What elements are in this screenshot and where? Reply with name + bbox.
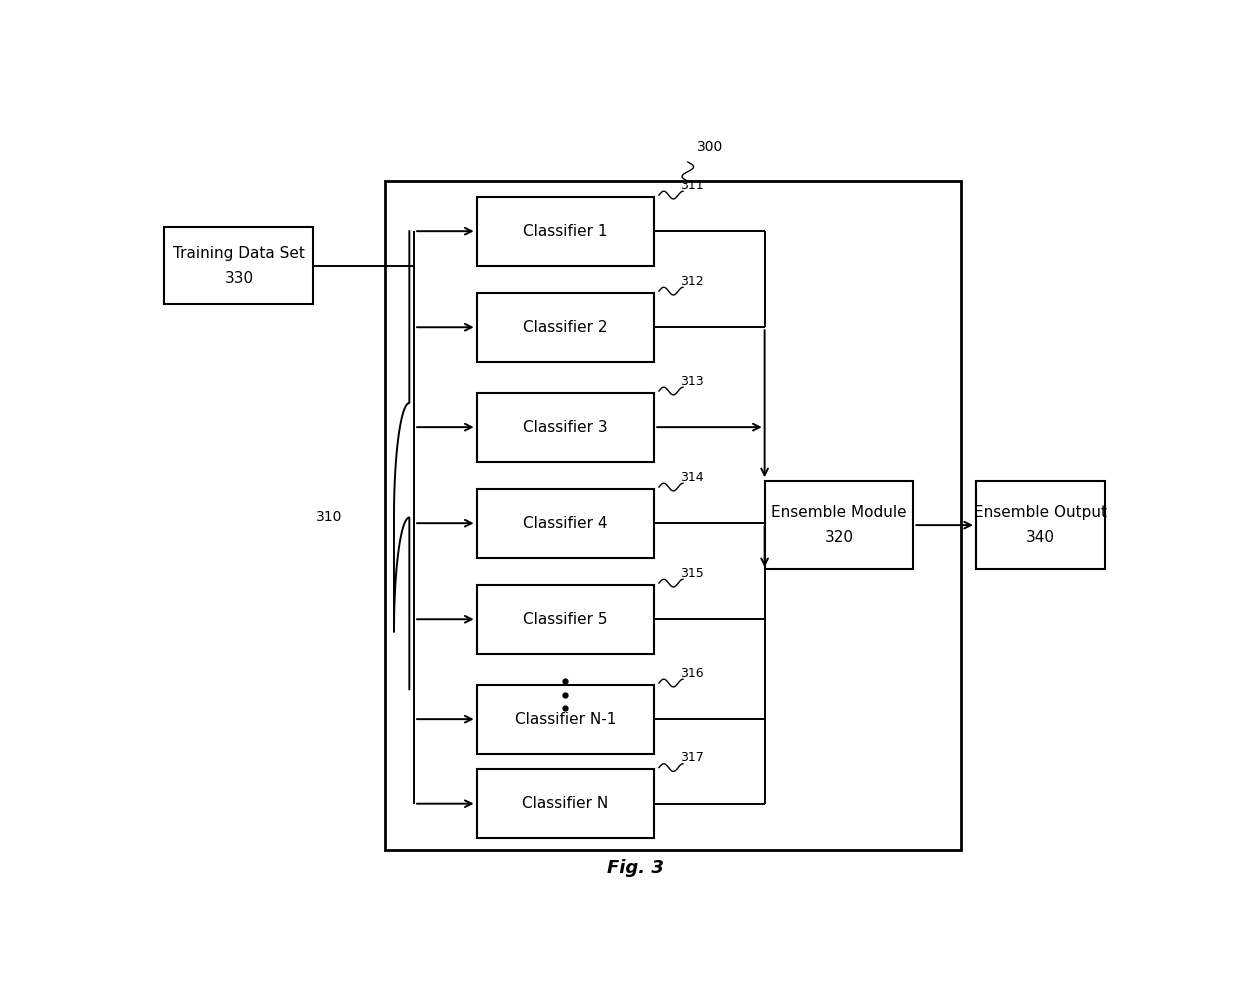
Text: 314: 314 — [680, 471, 704, 484]
Text: 315: 315 — [680, 567, 704, 580]
Text: Classifier N-1: Classifier N-1 — [514, 712, 616, 727]
Text: 316: 316 — [680, 667, 704, 680]
Bar — [477, 769, 654, 838]
Text: Training Data Set
330: Training Data Set 330 — [173, 246, 305, 285]
Bar — [764, 481, 913, 569]
Bar — [385, 182, 961, 850]
Text: 312: 312 — [680, 275, 704, 288]
Text: 300: 300 — [698, 141, 724, 155]
Bar — [165, 228, 313, 304]
Bar — [477, 489, 654, 558]
Text: Classifier 3: Classifier 3 — [523, 419, 607, 435]
Bar — [477, 585, 654, 654]
Bar — [477, 392, 654, 462]
Text: Fig. 3: Fig. 3 — [607, 858, 663, 876]
Text: Ensemble Module
320: Ensemble Module 320 — [771, 505, 907, 545]
Text: Classifier N: Classifier N — [523, 796, 608, 811]
Text: Classifier 2: Classifier 2 — [523, 319, 607, 334]
Text: Classifier 5: Classifier 5 — [523, 612, 607, 627]
Text: Ensemble Output
340: Ensemble Output 340 — [974, 505, 1108, 545]
Text: Classifier 4: Classifier 4 — [523, 516, 607, 531]
Bar — [477, 292, 654, 362]
Text: 313: 313 — [680, 375, 704, 388]
Text: Classifier 1: Classifier 1 — [523, 224, 607, 239]
Text: 317: 317 — [680, 751, 704, 764]
Bar — [477, 685, 654, 753]
Text: 311: 311 — [680, 179, 704, 192]
Bar — [477, 197, 654, 265]
Bar — [976, 481, 1105, 569]
Text: 310: 310 — [316, 510, 342, 524]
